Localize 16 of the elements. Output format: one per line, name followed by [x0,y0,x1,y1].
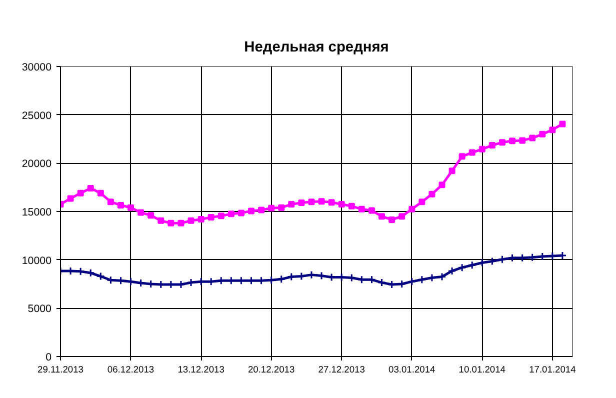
y-tick-label: 25000 [22,110,52,122]
x-tick-label: 20.12.2013 [248,364,295,374]
y-tick-label: 15000 [22,206,52,218]
y-tick-label: 5000 [28,303,52,316]
x-tick-label: 13.12.2013 [178,364,224,374]
y-tick-label: 20000 [22,158,52,170]
x-tick-label: 03.01.2014 [388,364,436,374]
chart-title: Недельная средняя [244,40,389,56]
x-tick-label: 10.01.2014 [458,364,506,374]
x-tick-label: 27.12.2013 [318,364,365,374]
x-tick-label: 29.11.2013 [38,364,84,374]
x-tick-label: 06.12.2013 [107,364,154,374]
y-tick-label: 30000 [22,62,52,74]
y-tick-label: 10000 [22,254,52,267]
y-tick-label: 0 [46,352,52,364]
x-tick-label: 17.01.2014 [529,364,576,374]
